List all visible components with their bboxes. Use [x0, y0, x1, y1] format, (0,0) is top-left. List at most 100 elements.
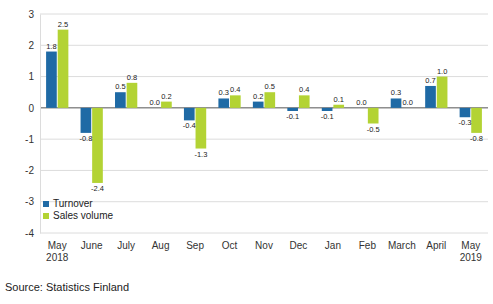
data-label: 0.5	[115, 82, 125, 91]
bar	[58, 30, 69, 108]
bar	[196, 108, 207, 149]
data-label: 0.5	[265, 82, 275, 91]
x-tick-label: May2018	[46, 240, 69, 263]
bar	[127, 83, 138, 108]
data-label: 0.0	[402, 98, 412, 107]
data-label: 1.8	[46, 42, 56, 51]
x-tick-label: April	[426, 240, 446, 251]
bar	[184, 108, 195, 121]
y-tick-label: -2	[25, 165, 34, 176]
data-label: 0.8	[127, 73, 137, 82]
bar	[437, 77, 448, 108]
data-label: -1.3	[194, 150, 207, 159]
bar	[471, 108, 482, 133]
bar	[402, 107, 413, 108]
data-label: -2.4	[91, 184, 104, 193]
bar	[218, 98, 229, 107]
y-tick: -3	[25, 196, 40, 207]
data-label: -0.8	[79, 134, 92, 143]
source: Source: Statistics Finland	[5, 281, 129, 293]
y-tick: 3	[28, 9, 40, 20]
bar	[46, 52, 57, 108]
y-tick: -2	[25, 165, 40, 176]
x-tick-label: Jan	[325, 240, 341, 251]
x-axis: May2018 June July Aug Sep Oct Nov Dec Jan Feb Marc…	[46, 240, 482, 263]
data-label: -0.4	[183, 121, 196, 130]
data-label: -0.5	[367, 125, 380, 134]
x-tick-label: Dec	[290, 240, 308, 251]
bar	[149, 107, 160, 108]
y-axis: -4 -3 -2 -1 0 1 2 3	[25, 9, 40, 239]
x-tick-label: Sep	[186, 240, 204, 251]
bar	[81, 108, 92, 133]
bar	[230, 95, 241, 108]
data-labels: 1.8-0.80.50.0-0.40.30.2-0.1-0.10.00.30.7…	[46, 20, 483, 193]
grid-line	[40, 201, 488, 202]
data-label: 0.1	[334, 95, 344, 104]
data-label: -0.3	[459, 118, 472, 127]
legend-label: Turnover	[53, 198, 93, 209]
grid-line	[40, 139, 488, 140]
legend-swatch	[43, 201, 49, 207]
data-label: 0.2	[161, 92, 171, 101]
data-label: 0.4	[299, 85, 309, 94]
bar	[356, 107, 367, 108]
data-label: 0.4	[230, 85, 240, 94]
x-tick-label: May2019	[460, 240, 483, 263]
bar	[92, 108, 103, 183]
data-label: 0.7	[425, 76, 435, 85]
y-tick-label: 2	[28, 40, 34, 51]
x-tick-label: Nov	[255, 240, 273, 251]
bar	[391, 98, 402, 107]
data-label: -0.1	[286, 112, 299, 121]
y-tick-label: 3	[28, 9, 34, 20]
bar	[287, 108, 298, 111]
bar	[299, 95, 310, 108]
data-label: 0.3	[219, 88, 229, 97]
x-tick-label: March	[388, 240, 416, 251]
bar	[253, 102, 264, 108]
bar	[333, 105, 344, 108]
data-label: -0.1	[321, 112, 334, 121]
data-label: 0.3	[391, 88, 401, 97]
y-tick-label: -3	[25, 196, 34, 207]
y-tick: -1	[25, 134, 40, 145]
data-label: -0.8	[470, 134, 483, 143]
y-tick-label: -4	[25, 228, 34, 239]
y-tick-label: 0	[28, 103, 34, 114]
bar	[264, 92, 275, 108]
bar	[161, 102, 172, 108]
data-label: 1.0	[437, 67, 447, 76]
data-label: 0.0	[150, 98, 160, 107]
y-tick-label: 1	[28, 71, 34, 82]
y-tick: 2	[28, 40, 40, 51]
data-label: 2.5	[58, 20, 68, 29]
y-tick-label: -1	[25, 134, 34, 145]
y-tick: 0	[28, 103, 40, 114]
bar	[460, 108, 471, 117]
y-tick: 1	[28, 71, 40, 82]
bar	[368, 108, 379, 124]
bar	[115, 92, 126, 108]
x-tick-label: June	[81, 240, 103, 251]
legend-label: Sales volume	[53, 210, 113, 221]
bar	[322, 108, 333, 111]
y-tick: -4	[25, 228, 40, 239]
data-label: 0.0	[356, 98, 366, 107]
grid-line	[40, 107, 488, 108]
bars	[46, 30, 482, 183]
x-tick-label: July	[117, 240, 135, 251]
x-tick-label: Aug	[152, 240, 170, 251]
grid-line	[40, 233, 488, 234]
bar	[425, 86, 436, 108]
grid	[40, 14, 488, 233]
x-tick-label: Feb	[359, 240, 377, 251]
y-axis-line	[40, 15, 41, 234]
grid-line	[40, 76, 488, 77]
grid-line	[40, 170, 488, 171]
legend: TurnoverSales volume	[43, 198, 113, 221]
x-tick-label: Oct	[222, 240, 238, 251]
legend-swatch	[43, 213, 49, 219]
chart: -4 -3 -2 -1 0 1 2 3 1.8 -0.8 0.5 0.0 -0.4 0.3 0.2 -0.1 -…	[0, 0, 493, 304]
grid-line	[40, 45, 488, 46]
